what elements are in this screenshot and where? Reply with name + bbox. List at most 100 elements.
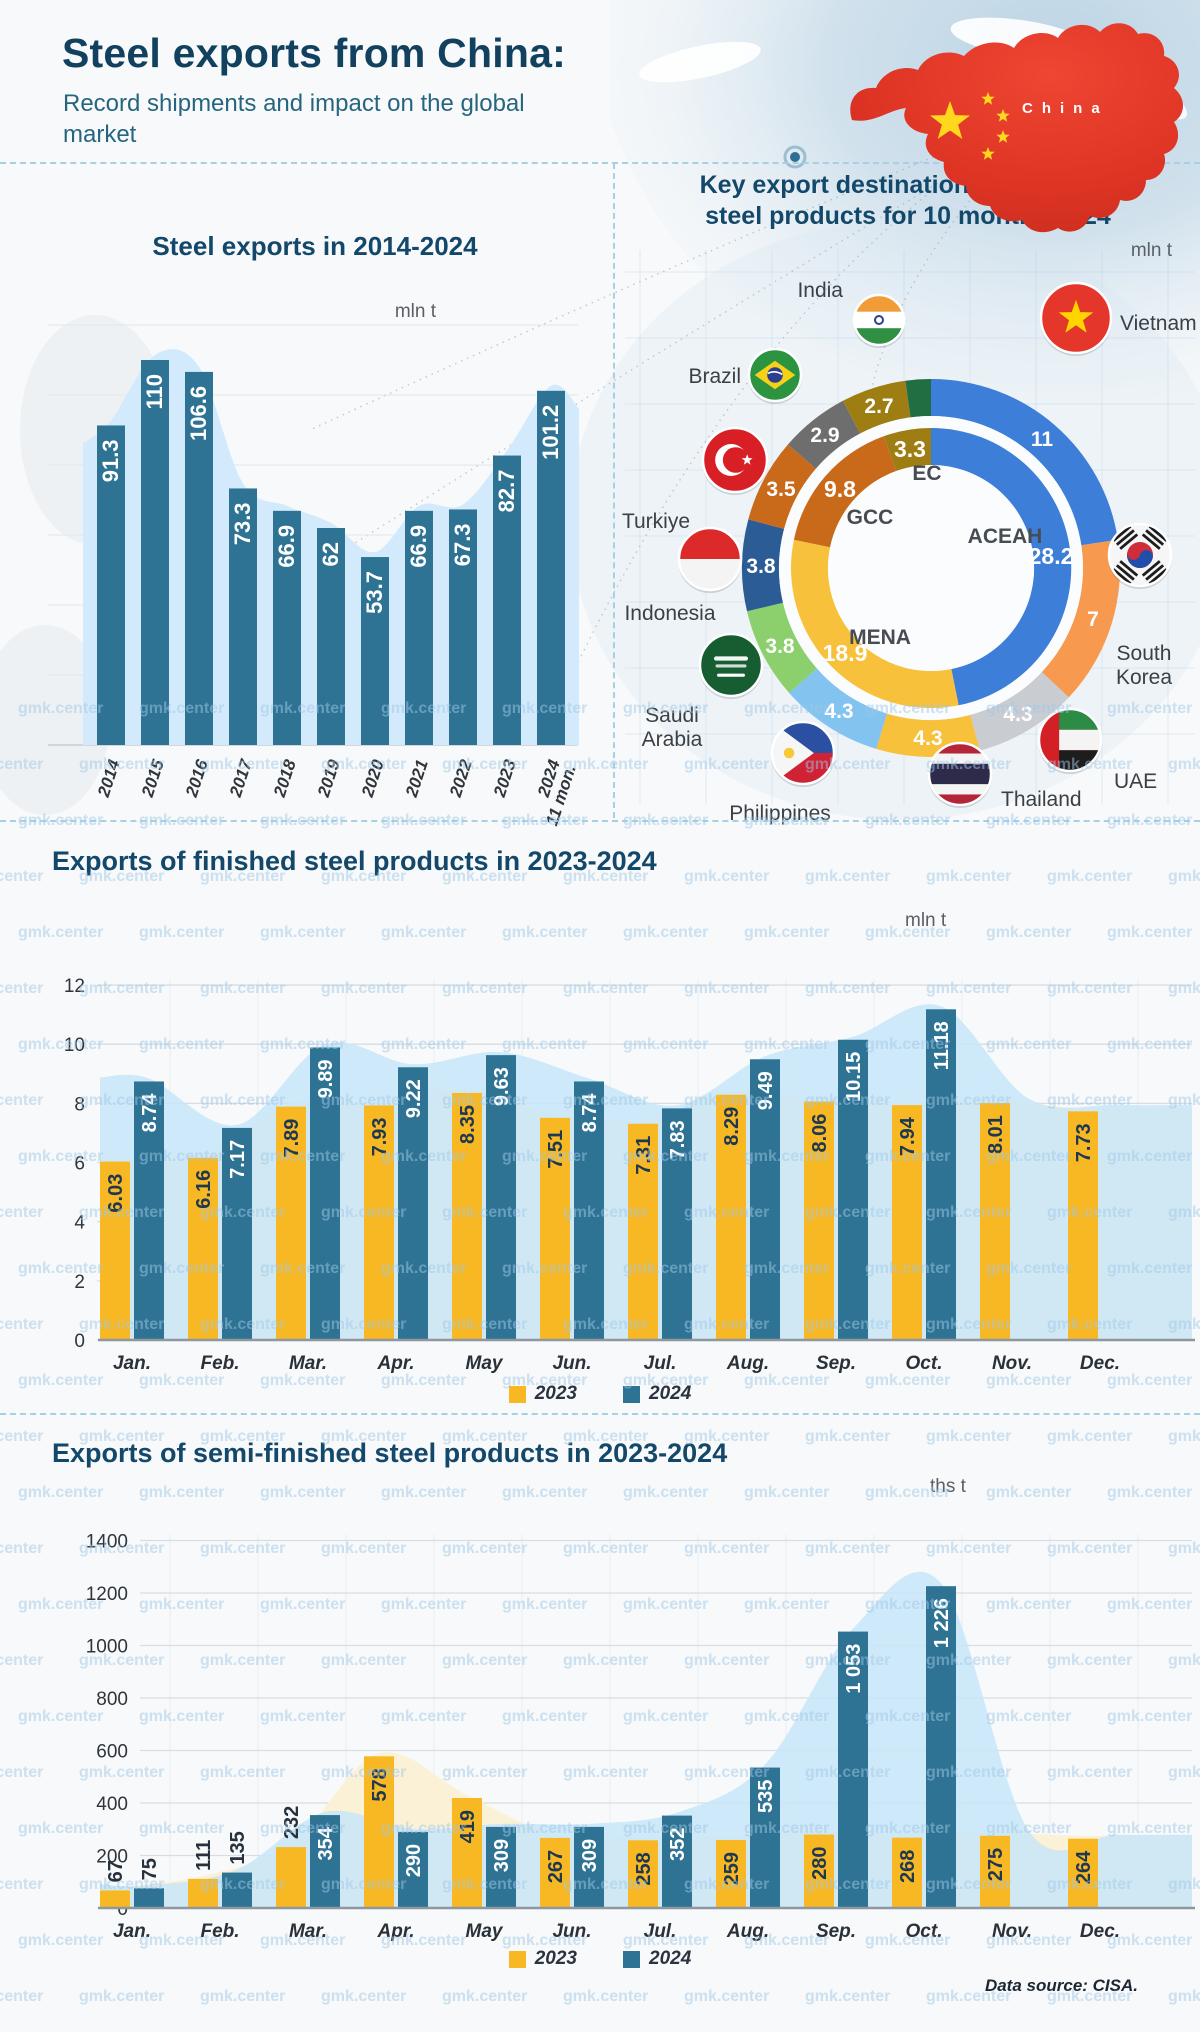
c2-value-2024-Oct.: 11.18 (931, 1021, 953, 1070)
donut-outer-Vietnam (931, 379, 1118, 546)
c2-bar-2024-Feb. (222, 1127, 252, 1340)
c2-value-2023-Feb.: 6.16 (193, 1170, 215, 1209)
c2-ytick-10: 10 (64, 1035, 85, 1056)
c3-value-2024-Oct.: 1 226 (931, 1598, 953, 1648)
c2-bar-2024-Sep. (838, 1039, 868, 1340)
c2-value-2023-Jun.: 7.51 (545, 1130, 567, 1169)
c3-month-Oct.: Oct. (906, 1921, 943, 1942)
c2-bar-2023-Nov. (980, 1103, 1010, 1340)
c2-bar-2024-Apr. (398, 1067, 428, 1340)
donut-group-MENA: MENA (849, 626, 911, 649)
chart2-legend: 2023 2024 (0, 1383, 1200, 1405)
china-map-icon (850, 23, 1183, 233)
c3-value-2024-Sep.: 1 053 (843, 1644, 865, 1694)
donut-outer-UAE (970, 672, 1069, 751)
chart3-title: Exports of semi-finished steel products … (52, 1438, 728, 1468)
c1-bar-2022 (449, 509, 477, 745)
legend-2023-swatch (508, 1950, 526, 1968)
donut-outer-Philippines (789, 668, 887, 749)
c1-value-2017: 73.3 (230, 502, 255, 545)
c1-value-2015: 110 (142, 374, 167, 410)
c3-value-2023-Mar.: 232 (281, 1806, 303, 1839)
donut-outer-Indonesia (741, 519, 785, 612)
c3-ytick-200: 200 (96, 1847, 128, 1868)
donut-inner-value-ACEAH: 28.2 (1029, 543, 1074, 569)
c3-bar-2024-Apr. (398, 1831, 428, 1908)
legend-2023: 2023 (508, 1383, 577, 1405)
c2-bar-2023-Sep. (804, 1101, 834, 1340)
c2-value-2023-Aug.: 8.29 (721, 1107, 743, 1146)
c2-value-2023-Jul.: 7.31 (633, 1136, 655, 1175)
c2-ytick-8: 8 (74, 1094, 85, 1115)
page-subtitle: Record shipments and impact on the globa… (63, 88, 525, 150)
c2-value-2023-Sep.: 8.06 (809, 1114, 831, 1153)
donut-label-vietnam: Vietnam (1120, 312, 1197, 335)
c1-year-2019: 2019 (314, 757, 344, 800)
c2-bar-2024-May (486, 1055, 516, 1340)
subtitle-line1: Record shipments and impact on the globa… (63, 90, 525, 117)
c2-bar-2023-Oct. (892, 1105, 922, 1340)
donut-outer-Brazil (787, 400, 861, 469)
c3-value-2023-Jan.: 67 (105, 1860, 127, 1882)
donut-label-thailand: Thailand (1001, 788, 1082, 811)
legend-2024-label: 2024 (649, 1948, 692, 1969)
c1-year-2017: 2017 (226, 756, 257, 800)
c3-ytick-1400: 1400 (86, 1532, 128, 1553)
c3-ytick-0: 0 (117, 1899, 128, 1920)
c2-unit: mln t (905, 910, 947, 931)
c3-value-2023-Oct.: 268 (897, 1850, 919, 1883)
c2-month-Dec.: Dec. (1080, 1353, 1120, 1374)
c2-value-2024-May: 9.63 (491, 1067, 513, 1106)
c2-bar-2024-Mar. (310, 1047, 340, 1340)
c1-value-2020: 53.7 (362, 571, 387, 614)
c1-year-2021: 2021 (402, 757, 432, 800)
c3-bar-2023-May (452, 1798, 482, 1908)
separator-lower (0, 1413, 1200, 1415)
c3-value-2024-Jun.: 309 (579, 1839, 601, 1872)
chart2-title: Exports of finished steel products in 20… (52, 846, 657, 876)
c2-bar-2023-Apr. (364, 1105, 394, 1340)
c2-value-2024-Jan.: 8.74 (139, 1093, 161, 1133)
c1-bar-2018 (273, 510, 301, 745)
c3-value-2023-Feb.: 111 (193, 1840, 215, 1871)
c3-value-2024-Aug.: 535 (755, 1780, 777, 1813)
c2-month-Jun.: Jun. (552, 1353, 591, 1374)
donut-inner-value-EC: 3.3 (894, 436, 926, 462)
c2-month-Jan.: Jan. (113, 1353, 151, 1374)
donut-outer-value-Indonesia: 3.8 (746, 555, 776, 578)
c2-bar-2024-Jun. (574, 1081, 604, 1340)
semi-finished-steel-2023-2024-chart: 0 200 400 600 800 1000 1200 1400 ths t 67 75 Jan. 11… (86, 1476, 1195, 1942)
donut-outer-value-Brazil: 2.9 (810, 424, 839, 447)
china-flag-stars (930, 92, 1010, 160)
chart1-title: Steel exports in 2014-2024 (152, 231, 478, 261)
donut-outer-other (905, 378, 931, 418)
c3-month-Sep.: Sep. (816, 1921, 856, 1942)
c3-bar-2024-May (486, 1826, 516, 1908)
export-destinations-donut-chart: mln t 11 7 4.3 4.3 4.3 3.8 3.8 3.5 2.9 2.7 28.2 18.9… (622, 240, 1197, 825)
c1-bar-2021 (405, 510, 433, 745)
donut-outer-value-Vietnam: 11 (1031, 428, 1054, 451)
c3-ytick-600: 600 (96, 1742, 128, 1763)
separator-vertical (613, 163, 615, 818)
page-title: Steel exports from China: (62, 30, 566, 76)
c3-bar-2023-Aug. (716, 1840, 746, 1908)
c1-bar-2024 (537, 390, 565, 745)
donut-inner-EC (883, 427, 931, 471)
c2-month-Oct.: Oct. (906, 1353, 943, 1374)
vietnam-flag-icon (1039, 281, 1113, 356)
donut-group-GCC: GCC (847, 506, 894, 529)
c2-bar-2024-Oct. (926, 1009, 956, 1340)
c3-bar-2023-Jul. (628, 1840, 658, 1908)
c3-month-Apr.: Apr. (377, 1921, 415, 1942)
donut-group-EC: EC (912, 462, 941, 485)
donut-label-saudi: Saudi Arabia (642, 704, 703, 751)
c2-bar-2024-Aug. (750, 1059, 780, 1340)
c1-bar-2019 (317, 528, 345, 745)
c3-ytick-800: 800 (96, 1689, 128, 1710)
c1-value-2014: 91.3 (98, 439, 123, 482)
donut-outer-value-Thailand: 4.3 (913, 727, 942, 750)
c3-ytick-1000: 1000 (86, 1637, 128, 1658)
c2-month-May: May (466, 1353, 504, 1374)
c1-value-2021: 66.9 (406, 525, 431, 568)
c1-value-2018: 66.9 (274, 525, 299, 568)
